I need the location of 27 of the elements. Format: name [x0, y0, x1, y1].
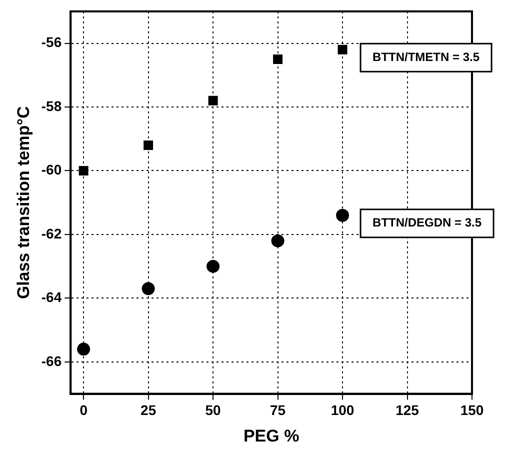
point: [338, 44, 348, 54]
y-tick-label: -60: [41, 162, 62, 178]
y-axis-title: Glass transition temp°C: [14, 106, 33, 300]
point: [336, 208, 350, 222]
x-tick-label: 0: [80, 402, 88, 418]
y-tick-label: -58: [41, 98, 62, 114]
y-tick-label: -64: [41, 289, 62, 306]
point: [78, 166, 88, 176]
y-tick-label: -66: [41, 352, 62, 369]
x-tick-label: 75: [270, 402, 286, 418]
point: [271, 234, 284, 248]
point: [208, 96, 218, 106]
y-tick-label: -62: [41, 225, 62, 242]
text: BTTN/DEGDN = 3.5: [372, 216, 482, 230]
x-axis-title: PEG %: [243, 426, 300, 446]
x-tick-label: 100: [330, 402, 354, 418]
x-tick-label: 50: [205, 402, 222, 418]
point: [273, 54, 283, 64]
point: [144, 140, 154, 150]
x-tick-label: 150: [460, 402, 484, 418]
point: [206, 260, 220, 273]
point: [77, 342, 90, 356]
x-tick-label: 125: [396, 402, 420, 418]
y-tick-label: -56: [41, 34, 62, 50]
x-tick-label: 25: [140, 402, 156, 418]
point: [142, 282, 155, 296]
text: BTTN/TMETN = 3.5: [372, 50, 480, 64]
